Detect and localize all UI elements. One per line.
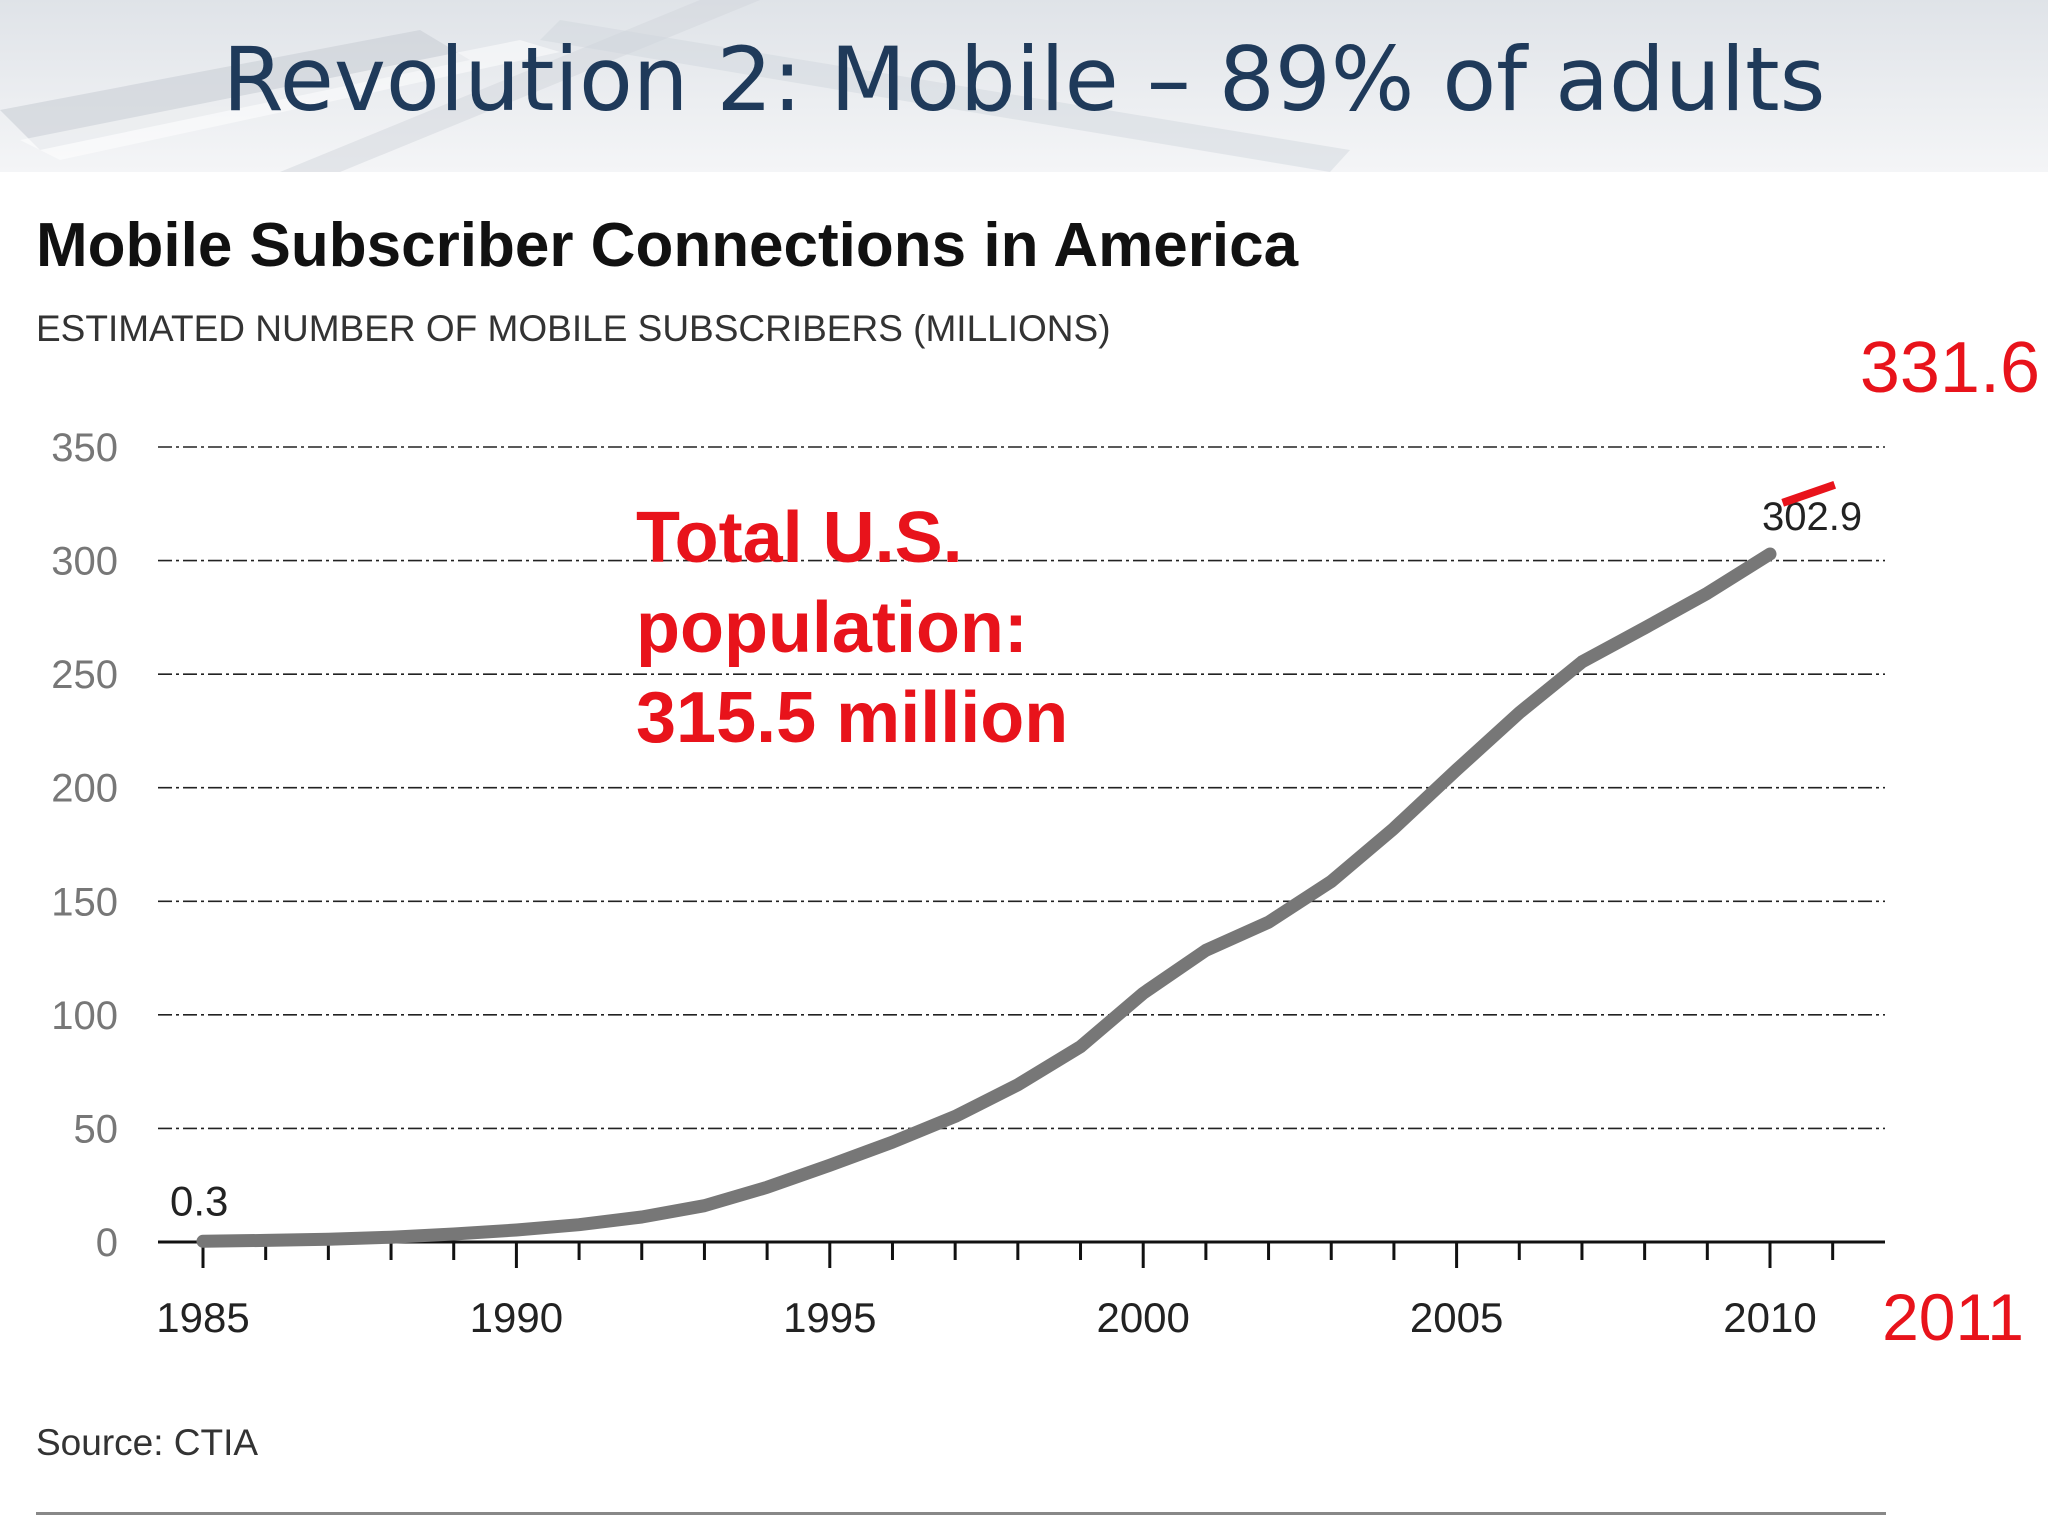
x-tick-label: 2000 xyxy=(1096,1294,1189,1341)
y-tick-label: 150 xyxy=(51,880,118,924)
x-tick-label: 1985 xyxy=(156,1294,249,1341)
x-tick-label: 2005 xyxy=(1410,1294,1503,1341)
bottom-rule xyxy=(36,1512,1886,1515)
header-decoration xyxy=(0,0,1350,172)
series-line xyxy=(196,547,1777,1248)
y-tick-label: 0 xyxy=(96,1221,118,1265)
y-tick-label: 350 xyxy=(51,426,118,470)
x-tick-label: 2010 xyxy=(1723,1294,1816,1341)
chart-title: Mobile Subscriber Connections in America xyxy=(36,211,1299,280)
y-tick-label: 100 xyxy=(51,994,118,1038)
slide-header: Revolution 2: Mobile – 89% of adults xyxy=(0,0,2048,172)
y-tick-label: 200 xyxy=(51,767,118,811)
population-annotation-line: population: xyxy=(636,588,1028,668)
chart-source: Source: CTIA xyxy=(36,1422,259,1463)
chart-subtitle: ESTIMATED NUMBER OF MOBILE SUBSCRIBERS (… xyxy=(36,308,1111,349)
extension-value-label: 331.6 xyxy=(1860,328,2040,408)
x-tick-label: 1990 xyxy=(470,1294,563,1341)
y-tick-label: 50 xyxy=(74,1107,119,1151)
y-tick-label: 250 xyxy=(51,653,118,697)
extension-segment xyxy=(1781,481,1836,507)
population-annotation-line: 315.5 million xyxy=(636,678,1068,758)
data-label: 0.3 xyxy=(170,1177,228,1224)
x-tick-label: 1995 xyxy=(783,1294,876,1341)
population-annotation-line: Total U.S. xyxy=(636,498,963,578)
extension-year-label: 2011 xyxy=(1882,1280,2024,1354)
slide-title: Revolution 2: Mobile – 89% of adults xyxy=(222,28,1826,131)
y-tick-label: 300 xyxy=(51,540,118,584)
data-label: 302.9 xyxy=(1762,495,1862,539)
